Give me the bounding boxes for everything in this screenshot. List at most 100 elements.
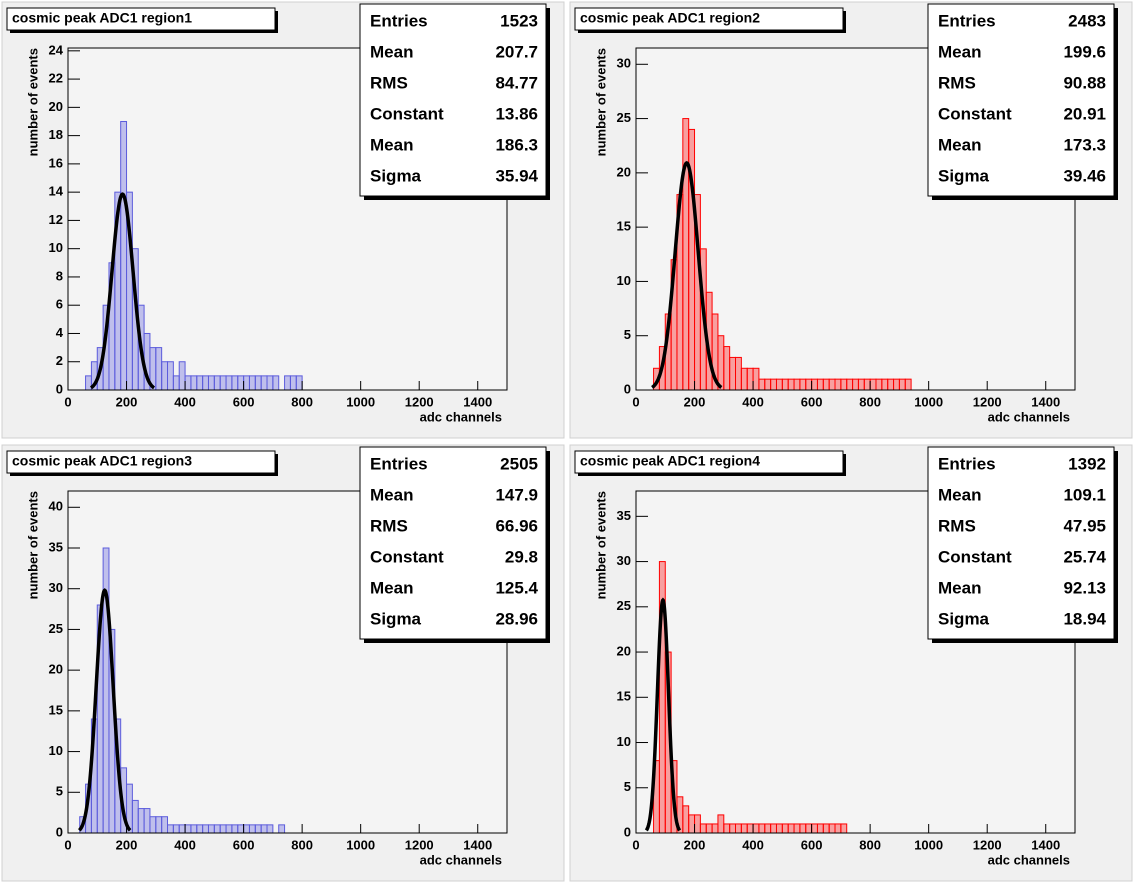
stats-value: 1523 — [500, 11, 538, 30]
histogram-bar — [834, 378, 842, 391]
histogram-bar — [231, 375, 239, 391]
histogram-bar — [167, 824, 174, 834]
fit-curve — [644, 597, 682, 832]
x-tick-label: 400 — [174, 837, 196, 852]
histogram-bar — [787, 823, 795, 834]
x-tick-label: 600 — [233, 394, 255, 409]
histogram-bar — [863, 378, 871, 391]
x-tick-label: 400 — [742, 837, 764, 852]
stats-label: Sigma — [370, 609, 422, 628]
histogram-bar — [729, 823, 737, 834]
x-tick-label: 0 — [64, 394, 71, 409]
histogram-bar — [207, 824, 215, 834]
y-tick-label: 16 — [49, 155, 63, 170]
stats-label: RMS — [370, 516, 408, 535]
stats-label: Constant — [370, 104, 444, 123]
histogram-bar — [811, 378, 818, 391]
histogram-bar — [225, 824, 233, 834]
histogram-bar — [131, 799, 139, 834]
histogram-bar — [904, 378, 912, 391]
histogram-bar — [219, 375, 227, 391]
stats-label: Sigma — [938, 609, 990, 628]
fit-curve — [78, 588, 132, 832]
y-tick-label: 0 — [624, 381, 631, 396]
histogram-bar — [752, 823, 760, 834]
stats-label: Sigma — [938, 166, 990, 185]
histogram-bar — [787, 378, 795, 391]
histogram-bar — [161, 361, 169, 391]
stats-value: 84.77 — [495, 73, 538, 92]
x-axis-title: adc channels — [420, 852, 502, 867]
x-tick-label: 800 — [859, 394, 881, 409]
histogram-bar — [834, 823, 842, 834]
y-tick-label: 30 — [617, 56, 631, 71]
y-tick-label: 22 — [49, 71, 63, 86]
histogram-bar — [746, 823, 754, 834]
chart-title: cosmic peak ADC1 region1 — [12, 10, 192, 26]
stats-label: Entries — [938, 454, 996, 473]
histogram-bar — [237, 824, 245, 834]
x-tick-label: 1400 — [463, 394, 492, 409]
histogram-bar — [161, 816, 169, 834]
histogram-bar — [857, 378, 865, 391]
histogram-bar — [196, 824, 204, 834]
chart-title: cosmic peak ADC1 region4 — [580, 453, 760, 469]
y-tick-label: 20 — [49, 99, 63, 114]
histogram-bar — [172, 375, 180, 391]
y-tick-label: 0 — [56, 824, 63, 839]
x-tick-label: 1400 — [463, 837, 492, 852]
x-tick-label: 1000 — [346, 837, 375, 852]
stats-box — [359, 3, 547, 197]
y-tick-label: 25 — [617, 598, 631, 613]
histogram-bar — [172, 824, 180, 834]
stats-label: Entries — [938, 11, 996, 30]
histogram-bar — [799, 823, 807, 834]
histogram-bar — [85, 375, 92, 391]
y-tick-label: 2 — [56, 353, 63, 368]
histogram-bar — [775, 378, 783, 391]
title-box — [574, 450, 844, 474]
y-tick-label: 6 — [56, 297, 63, 312]
y-tick-label: 30 — [617, 553, 631, 568]
histogram-bar — [266, 824, 274, 834]
stats-value: 20.91 — [1063, 104, 1106, 123]
histogram-bar — [822, 823, 830, 834]
histogram-bar — [729, 356, 737, 391]
histogram-bar — [284, 375, 291, 391]
histogram-bar — [213, 824, 221, 834]
histogram-bar — [799, 378, 807, 391]
stats-label: Constant — [370, 547, 444, 566]
histogram-bar — [805, 823, 813, 834]
y-tick-label: 5 — [56, 784, 63, 799]
histogram-bar — [764, 378, 772, 391]
histogram-bar — [735, 823, 742, 834]
y-tick-label: 14 — [49, 184, 64, 199]
stats-value: 173.3 — [1063, 135, 1106, 154]
x-tick-label: 1200 — [405, 394, 434, 409]
histogram-bar — [775, 823, 783, 834]
chart-title: cosmic peak ADC1 region2 — [580, 10, 760, 26]
histogram-bar — [248, 375, 256, 391]
panel: 0 200 400 600 800 1000 1200 1400024681012141618… — [1, 1, 565, 439]
histogram-bar — [723, 346, 731, 391]
histogram-bar — [248, 824, 256, 834]
stats-value: 1392 — [1068, 454, 1106, 473]
histogram-bar — [225, 375, 233, 391]
y-tick-label: 0 — [56, 381, 63, 396]
histogram-bar — [805, 378, 813, 391]
histogram-bar — [184, 375, 192, 391]
histogram-bar — [155, 347, 163, 391]
stats-label: RMS — [370, 73, 408, 92]
y-tick-label: 10 — [617, 734, 631, 749]
y-tick-label: 20 — [617, 643, 631, 658]
histogram-bar — [770, 378, 777, 391]
histogram-bar — [254, 375, 262, 391]
y-axis-title: number of events — [25, 491, 40, 599]
x-tick-label: 800 — [291, 394, 313, 409]
stats-value: 66.96 — [495, 516, 538, 535]
stats-label: Entries — [370, 454, 428, 473]
histogram-bar — [887, 378, 895, 391]
stats-box — [927, 3, 1115, 197]
histogram-bar — [723, 823, 731, 834]
